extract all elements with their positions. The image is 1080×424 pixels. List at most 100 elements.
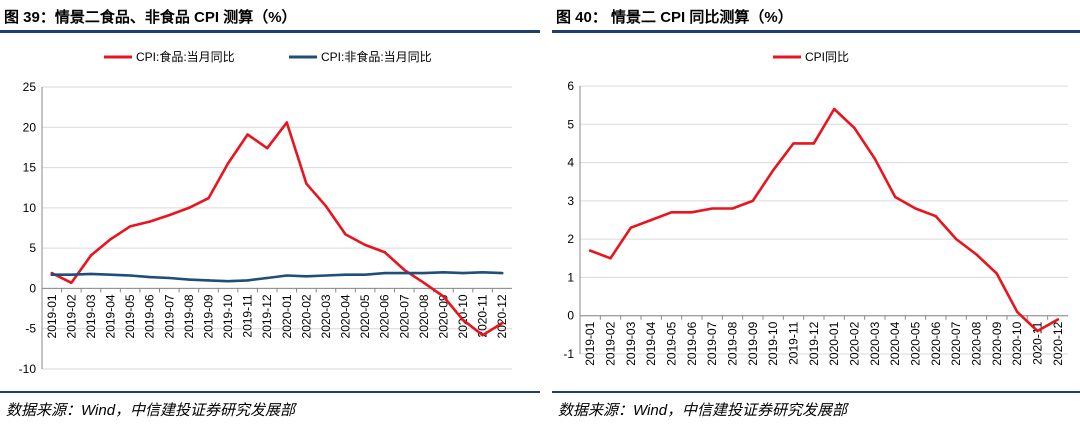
y-tick-label: 5 (567, 117, 574, 131)
x-tick-label: 2020-08 (417, 294, 431, 338)
y-tick-label: -1 (563, 347, 574, 361)
x-tick-label: 2020-11 (1031, 321, 1045, 364)
data-point (266, 147, 269, 150)
legend-label: CPI:食品:当月同比 (136, 49, 235, 64)
data-point (792, 142, 795, 145)
legend-label: CPI同比 (805, 50, 849, 64)
cpi-yoy-chart: -1 0 1 2 3 4 5 6 2019-01 2019-02 2019-03 2019-04 201… (563, 50, 1068, 366)
data-point (422, 281, 426, 284)
data-point (731, 207, 734, 210)
x-tick-label: 2019-11 (241, 294, 255, 337)
x-tick-label: 2019-03 (624, 321, 638, 365)
data-point (363, 273, 367, 276)
x-tick-label: 2019-05 (665, 321, 679, 365)
data-point (70, 273, 73, 276)
x-tick-label: 2020-11 (476, 294, 490, 337)
x-tick-label: 2019-08 (182, 294, 196, 338)
data-point (422, 271, 426, 275)
data-point (751, 199, 755, 203)
data-point (670, 211, 673, 214)
x-tick-label: 2020-12 (1051, 321, 1065, 365)
food-nonfood-cpi-chart: -10 -5 0 5 10 15 20 25 2019-01 2019-02 2019-03 2019… (19, 49, 512, 376)
x-tick-label: 2019-09 (746, 321, 760, 365)
legend-label: CPI:非食品:当月同比 (321, 49, 432, 64)
data-point (609, 257, 612, 260)
x-tick-label: 2020-10 (1010, 321, 1024, 365)
figure-39-panel: 图 39：情景二食品、非食品 CPI 测算（%） -10 -5 0 5 10 15 20 25… (0, 9, 540, 419)
data-point (995, 272, 999, 275)
series-line-0 (50, 121, 504, 337)
data-point (481, 271, 484, 274)
title-divider (552, 30, 1080, 33)
data-point (324, 274, 328, 277)
y-tick-label: 15 (23, 161, 37, 175)
data-point (954, 237, 958, 241)
data-point (383, 271, 386, 275)
data-point (305, 182, 308, 185)
data-point (89, 254, 93, 257)
y-tick-label: 5 (29, 241, 36, 255)
y-tick-label: 2 (567, 232, 574, 246)
x-tick-label: 2019-06 (143, 294, 157, 338)
data-point (207, 279, 210, 282)
x-tick-label: 2019-02 (604, 321, 618, 365)
data-point (853, 126, 856, 130)
y-tick-label: -10 (19, 362, 37, 376)
title-divider (0, 30, 540, 33)
x-tick-label: 2020-01 (827, 321, 841, 365)
x-tick-label: 2019-03 (84, 294, 98, 338)
data-point (226, 162, 230, 165)
data-point (1015, 310, 1019, 314)
x-tick-label: 2020-07 (949, 321, 963, 365)
x-tick-label: 2020-03 (319, 294, 333, 338)
data-point (305, 275, 308, 278)
data-point (246, 133, 249, 136)
data-point (403, 268, 406, 272)
x-tick-label: 2020-08 (970, 321, 984, 365)
x-tick-label: 2020-03 (868, 321, 882, 365)
data-point (344, 233, 347, 236)
y-tick-label: 10 (23, 201, 37, 215)
data-point (461, 318, 465, 322)
x-tick-label: 2020-09 (990, 321, 1004, 365)
data-point (226, 279, 230, 283)
data-point (771, 169, 775, 172)
data-point (148, 275, 151, 279)
data-point (690, 211, 694, 214)
source-divider (0, 391, 540, 393)
data-point (461, 271, 465, 275)
data-point (629, 226, 633, 229)
x-tick-label: 2020-04 (888, 321, 902, 365)
x-tick-label: 2019-04 (644, 321, 658, 365)
data-point (207, 196, 210, 200)
data-point (187, 278, 191, 281)
data-point (914, 207, 917, 210)
x-tick-label: 2020-12 (495, 294, 509, 338)
figure-40-title: 图 40： 情景二 CPI 同比测算（%） (556, 9, 793, 26)
y-tick-label: 0 (567, 309, 574, 323)
data-point (934, 214, 938, 218)
y-tick-label: 20 (23, 120, 37, 134)
x-tick-label: 2019-01 (583, 321, 597, 365)
data-point (442, 271, 445, 274)
x-tick-label: 2019-09 (201, 294, 215, 338)
data-point (128, 274, 132, 277)
data-point (710, 207, 714, 210)
x-tick-label: 2019-06 (685, 321, 699, 365)
data-point (403, 271, 406, 275)
data-point (285, 121, 288, 124)
data-point (324, 205, 328, 208)
data-point (344, 273, 347, 276)
data-point (50, 273, 53, 276)
x-tick-label: 2020-02 (848, 321, 862, 365)
y-tick-label: 25 (23, 80, 37, 94)
x-tick-label: 2019-08 (726, 321, 740, 365)
data-point (442, 295, 445, 298)
figure-40-panel: 图 40： 情景二 CPI 同比测算（%） -1 0 1 2 3 4 5 6 2019-01 20… (552, 0, 1080, 424)
x-tick-label: 2020-06 (378, 294, 392, 338)
data-point (975, 253, 978, 256)
y-tick-label: 3 (567, 194, 574, 208)
x-tick-label: 2020-01 (280, 294, 294, 338)
data-point (168, 213, 171, 217)
figure-39-source: 数据来源：Wind，中信建投证券研究发展部 (6, 402, 296, 419)
